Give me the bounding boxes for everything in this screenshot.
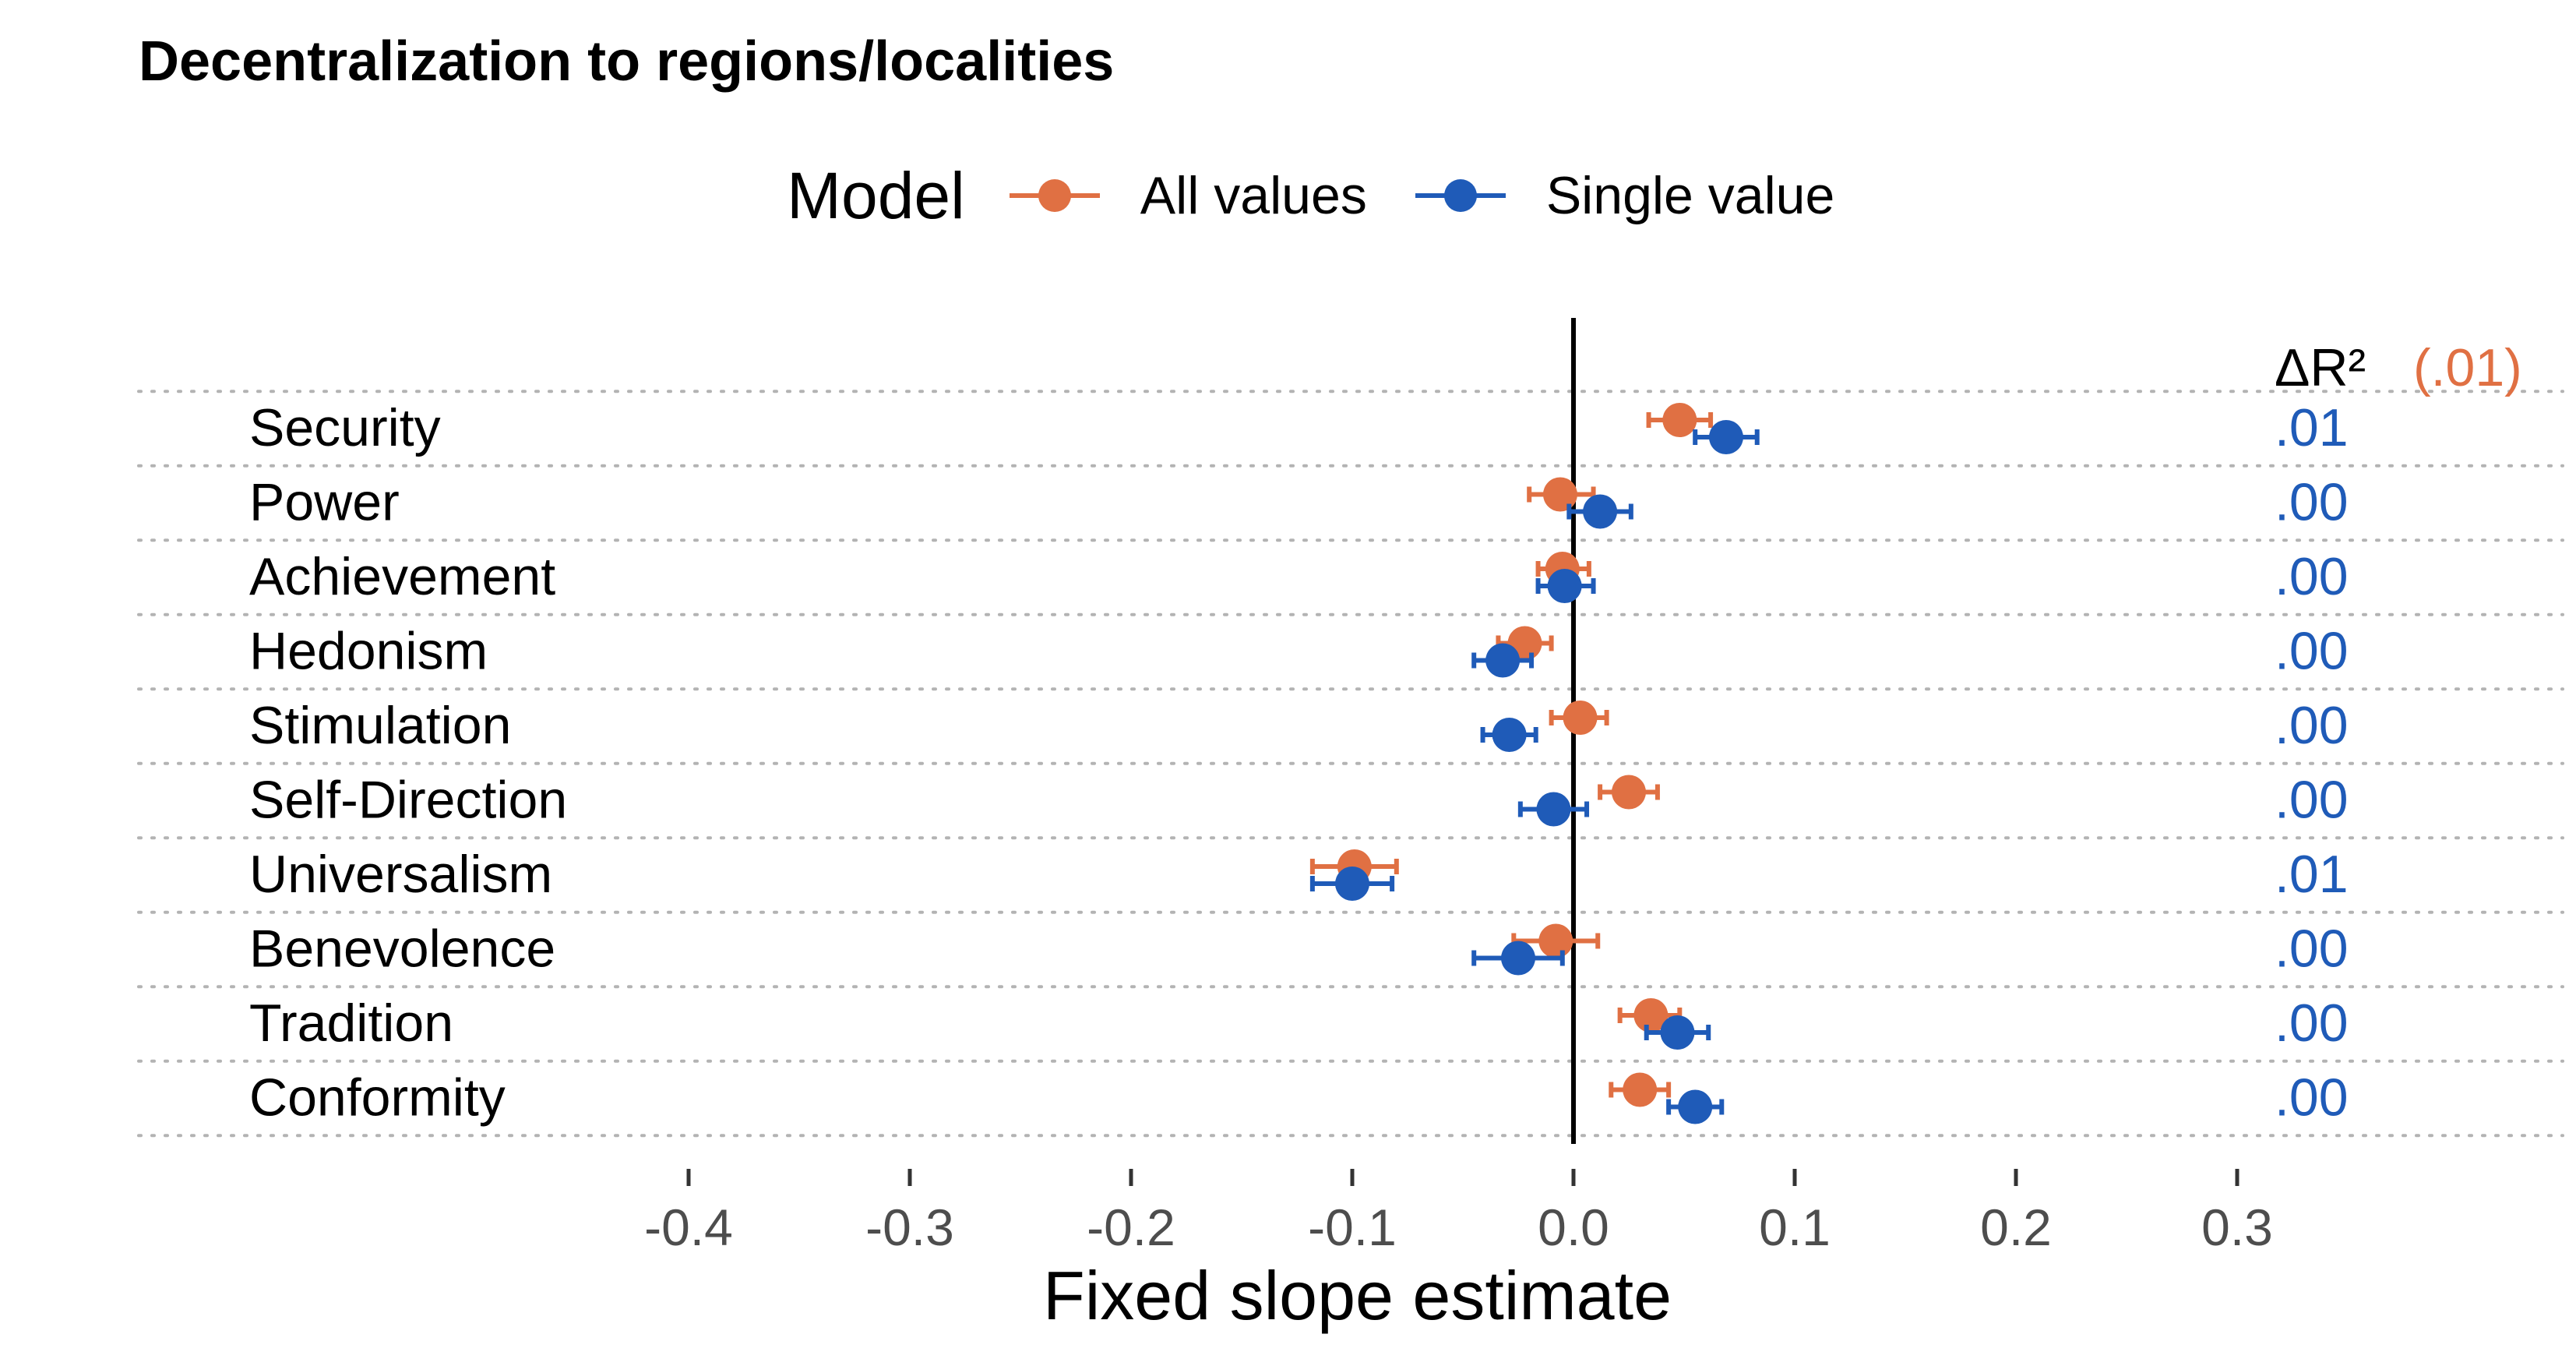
point-all-values — [1538, 923, 1573, 958]
x-tick-label: 0.2 — [1980, 1198, 2052, 1256]
delta-r2-value: .00 — [2275, 547, 2349, 606]
category-label: Universalism — [249, 845, 552, 904]
point-all-values — [1612, 775, 1646, 810]
legend-key-single-value — [1415, 179, 1506, 212]
point-single-value — [1708, 420, 1743, 454]
delta-r2-value: .01 — [2275, 845, 2349, 904]
x-axis-label: Fixed slope estimate — [1042, 1257, 1672, 1334]
legend-item-single-value: Single value — [1414, 165, 1834, 226]
point-single-value — [1547, 569, 1582, 603]
point-single-value — [1678, 1089, 1713, 1124]
legend: Model All values Single value — [787, 153, 1881, 238]
x-tick-label: 0.1 — [1759, 1198, 1831, 1256]
point-all-values — [1623, 1072, 1658, 1107]
legend-label-single-value: Single value — [1545, 166, 1835, 225]
point-all-values — [1662, 403, 1697, 437]
point-single-value — [1335, 867, 1369, 901]
delta-r2-value: .00 — [2275, 919, 2349, 979]
point-single-value — [1501, 941, 1535, 976]
x-tick-label: 0.3 — [2201, 1198, 2273, 1256]
point-all-values — [1563, 701, 1598, 735]
legend-title: Model — [787, 158, 965, 232]
point-single-value — [1492, 718, 1527, 752]
delta-r2-value: .00 — [2275, 622, 2349, 681]
legend-key-all-values — [1009, 179, 1100, 212]
category-label: Power — [249, 473, 400, 532]
delta-r2-value: .00 — [2275, 771, 2349, 830]
category-label: Achievement — [249, 547, 555, 606]
legend-item-all-values: All values — [1008, 165, 1367, 226]
category-label: Tradition — [249, 994, 453, 1053]
category-label: Conformity — [249, 1068, 506, 1128]
delta-r2-value: .00 — [2275, 994, 2349, 1053]
x-tick-label: -0.3 — [865, 1198, 954, 1256]
point-single-value — [1536, 792, 1571, 827]
category-label: Self-Direction — [249, 771, 567, 830]
delta-r2-overall: (.01) — [2413, 338, 2522, 397]
legend-label-all-values: All values — [1140, 166, 1367, 225]
point-single-value — [1660, 1015, 1695, 1050]
delta-r2-value: .00 — [2275, 473, 2349, 532]
chart-title: Decentralization to regions/localities — [139, 30, 1115, 93]
x-tick-label: -0.2 — [1087, 1198, 1175, 1256]
category-label: Benevolence — [249, 919, 555, 979]
point-single-value — [1583, 494, 1618, 529]
category-label: Security — [249, 398, 441, 457]
point-all-values — [1633, 998, 1669, 1032]
delta-r2-value: .01 — [2275, 398, 2349, 457]
delta-r2-header: ΔR² — [2275, 338, 2366, 397]
x-tick-label: -0.4 — [644, 1198, 733, 1256]
category-label: Hedonism — [249, 622, 488, 681]
category-label: Stimulation — [249, 696, 511, 755]
point-single-value — [1485, 643, 1521, 678]
x-tick-label: 0.0 — [1538, 1198, 1609, 1256]
point-all-values — [1542, 477, 1577, 512]
x-tick-label: -0.1 — [1308, 1198, 1397, 1256]
delta-r2-value: .00 — [2275, 1068, 2349, 1128]
delta-r2-value: .00 — [2275, 696, 2349, 755]
